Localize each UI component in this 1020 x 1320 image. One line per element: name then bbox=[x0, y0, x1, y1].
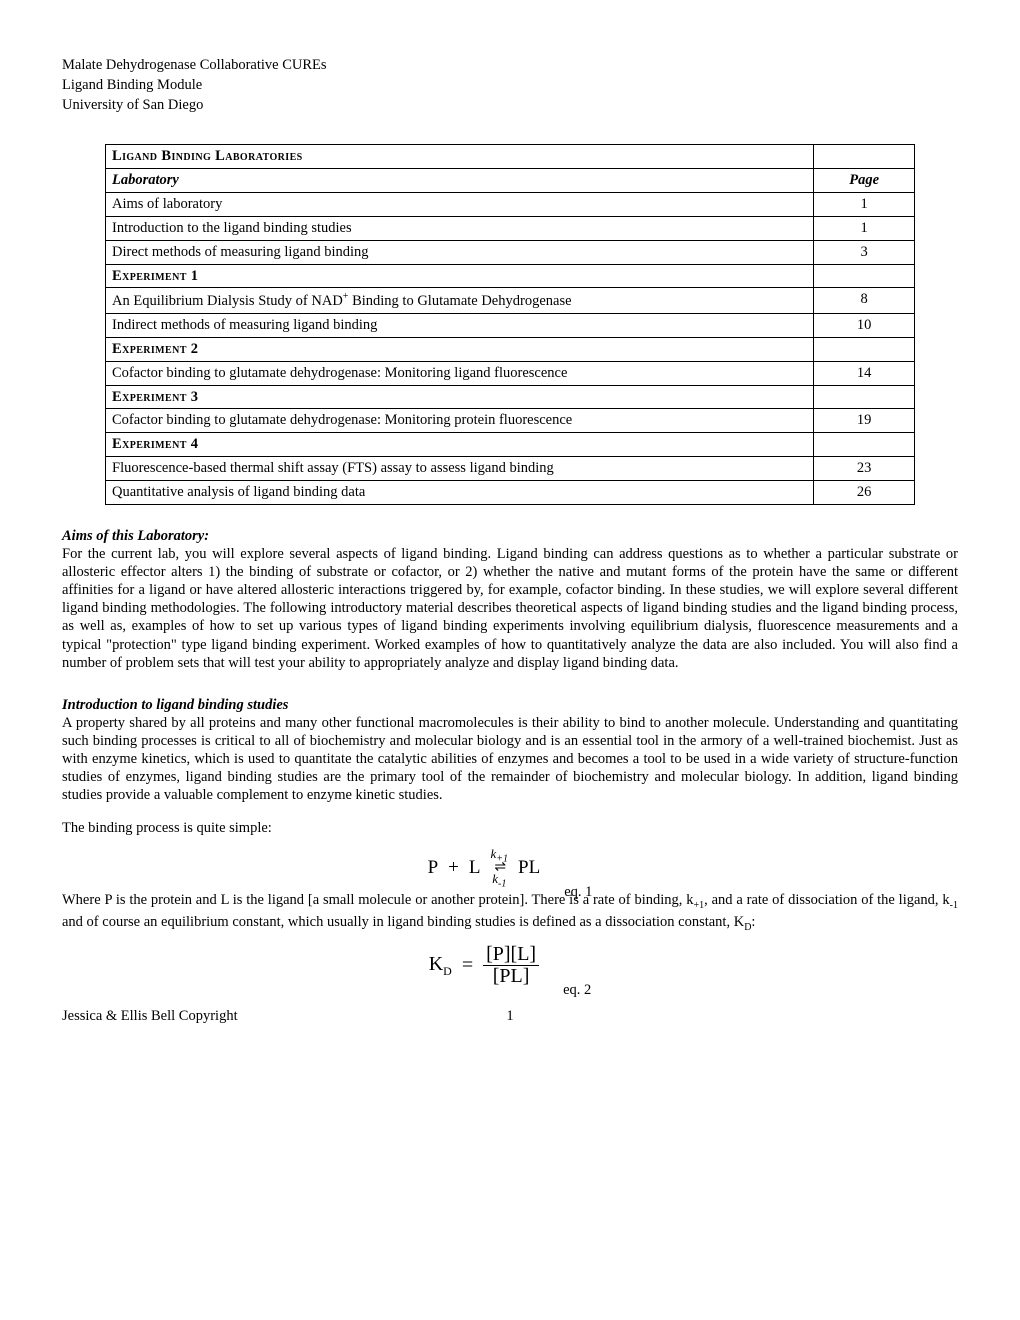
eq2-label: eq. 2 bbox=[563, 981, 591, 999]
toc-item-page: 23 bbox=[814, 457, 915, 481]
toc-item-page: 3 bbox=[814, 240, 915, 264]
toc-section-label: Experiment 3 bbox=[106, 385, 814, 409]
intro-body-1: A property shared by all proteins and ma… bbox=[62, 714, 958, 805]
toc-section-label: Experiment 2 bbox=[106, 337, 814, 361]
header-line-1: Malate Dehydrogenase Collaborative CUREs bbox=[62, 56, 958, 74]
eq1-label: eq. 1 bbox=[564, 883, 592, 901]
footer-copyright: Jessica & Ellis Bell Copyright bbox=[62, 1007, 238, 1025]
toc-item-label: Indirect methods of measuring ligand bin… bbox=[106, 314, 814, 338]
toc-item-label: Quantitative analysis of ligand binding … bbox=[106, 481, 814, 505]
toc-title-cell: Ligand Binding Laboratories bbox=[106, 145, 814, 169]
toc-col-lab: Laboratory bbox=[106, 169, 814, 193]
eq1-plus: + bbox=[448, 856, 459, 880]
toc-item-page: 26 bbox=[814, 481, 915, 505]
eq1-P: P bbox=[428, 856, 439, 880]
toc-col-page: Page bbox=[814, 169, 915, 193]
toc-item-label: An Equilibrium Dialysis Study of NAD+ Bi… bbox=[106, 288, 814, 314]
after-eq1-text: Where P is the protein and L is the liga… bbox=[62, 891, 958, 934]
toc-section-page bbox=[814, 264, 915, 288]
toc-item-label: Aims of laboratory bbox=[106, 193, 814, 217]
toc-item-page: 19 bbox=[814, 409, 915, 433]
toc-item-label: Introduction to the ligand binding studi… bbox=[106, 216, 814, 240]
eq1-L: L bbox=[469, 856, 481, 880]
toc-section-page bbox=[814, 433, 915, 457]
toc-item-page: 14 bbox=[814, 361, 915, 385]
toc-item-label: Cofactor binding to glutamate dehydrogen… bbox=[106, 361, 814, 385]
toc-title: Ligand Binding Laboratories bbox=[112, 148, 303, 164]
eq2-lhs: KD bbox=[429, 952, 452, 979]
toc-section-page bbox=[814, 385, 915, 409]
toc-table: Ligand Binding Laboratories Laboratory P… bbox=[105, 144, 915, 504]
header-line-2: Ligand Binding Module bbox=[62, 76, 958, 94]
toc-item-label: Fluorescence-based thermal shift assay (… bbox=[106, 457, 814, 481]
intro-heading: Introduction to ligand binding studies bbox=[62, 696, 958, 714]
toc-item-label: Cofactor binding to glutamate dehydrogen… bbox=[106, 409, 814, 433]
toc-item-label: Direct methods of measuring ligand bindi… bbox=[106, 240, 814, 264]
equation-1: P + L k+1 ⇌ k-1 PL eq. 1 bbox=[62, 847, 958, 889]
equation-2: KD = [P][L] [PL] eq. 2 bbox=[62, 944, 958, 987]
header-line-3: University of San Diego bbox=[62, 96, 958, 114]
aims-heading: Aims of this Laboratory: bbox=[62, 527, 958, 545]
eq2-fraction: [P][L] [PL] bbox=[483, 944, 539, 987]
toc-item-page: 10 bbox=[814, 314, 915, 338]
aims-body: For the current lab, you will explore se… bbox=[62, 545, 958, 672]
toc-item-page: 1 bbox=[814, 193, 915, 217]
toc-section-label: Experiment 4 bbox=[106, 433, 814, 457]
document-header: Malate Dehydrogenase Collaborative CUREs… bbox=[62, 56, 958, 114]
toc-item-page: 1 bbox=[814, 216, 915, 240]
toc-section-label: Experiment 1 bbox=[106, 264, 814, 288]
footer-page-number: 1 bbox=[506, 1007, 513, 1025]
eq1-PL: PL bbox=[518, 856, 540, 880]
toc-title-page-cell bbox=[814, 145, 915, 169]
intro-body-2: The binding process is quite simple: bbox=[62, 819, 958, 837]
eq2-equals: = bbox=[462, 953, 473, 978]
eq1-arrows: k+1 ⇌ k-1 bbox=[491, 847, 509, 889]
page-footer: Jessica & Ellis Bell Copyright 1 bbox=[62, 1007, 958, 1025]
toc-section-page bbox=[814, 337, 915, 361]
toc-item-page: 8 bbox=[814, 288, 915, 314]
